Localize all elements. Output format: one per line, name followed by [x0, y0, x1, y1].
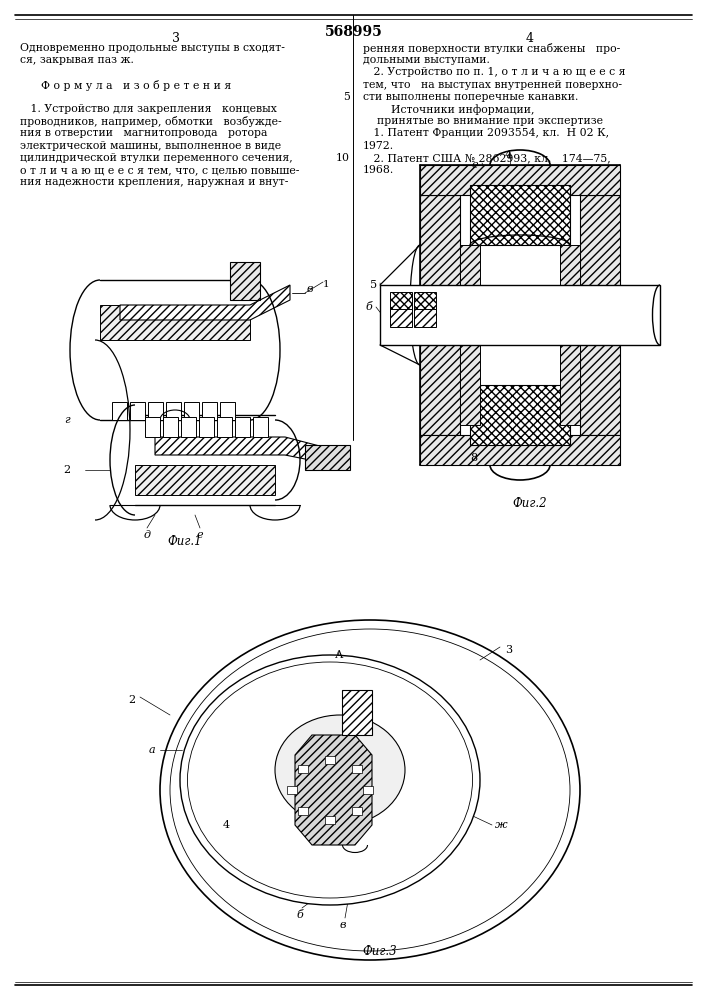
Polygon shape: [100, 305, 250, 340]
Text: дольными выступами.: дольными выступами.: [363, 55, 490, 65]
Text: 5: 5: [370, 280, 377, 290]
Polygon shape: [560, 245, 580, 425]
Text: электрической машины, выполненное в виде: электрической машины, выполненное в виде: [20, 141, 281, 151]
Text: б: б: [366, 302, 372, 312]
Text: цилиндрической втулки переменного сечения,: цилиндрической втулки переменного сечени…: [20, 153, 293, 163]
Bar: [380, 285, 660, 345]
Text: Фиг.3: Фиг.3: [363, 945, 397, 958]
Polygon shape: [120, 285, 290, 320]
Text: б: б: [283, 447, 290, 457]
Text: Одновременно продольные выступы в сходят-: Одновременно продольные выступы в сходят…: [20, 43, 285, 53]
Text: принятые во внимание при экспертизе: принятые во внимание при экспертизе: [363, 116, 603, 126]
Polygon shape: [414, 309, 436, 327]
Text: б: б: [297, 910, 303, 920]
Bar: [363, 786, 373, 794]
Bar: [166, 402, 181, 420]
Text: в: в: [307, 284, 313, 294]
Text: ренняя поверхности втулки снабжены   про-: ренняя поверхности втулки снабжены про-: [363, 43, 620, 54]
Polygon shape: [414, 292, 436, 310]
Bar: [352, 765, 362, 773]
Text: ж: ж: [495, 820, 508, 830]
Bar: [148, 402, 163, 420]
Text: Ф о р м у л а   и з о б р е т е н и я: Ф о р м у л а и з о б р е т е н и я: [20, 80, 231, 91]
Polygon shape: [342, 690, 372, 735]
Bar: [217, 417, 232, 437]
Polygon shape: [420, 435, 620, 465]
Polygon shape: [295, 735, 372, 845]
Polygon shape: [580, 195, 620, 435]
Bar: [130, 402, 145, 420]
Bar: [199, 417, 214, 437]
Text: 4: 4: [505, 150, 512, 160]
Polygon shape: [420, 165, 620, 195]
Text: А: А: [505, 425, 513, 435]
Bar: [298, 765, 308, 773]
Text: ся, закрывая паз ж.: ся, закрывая паз ж.: [20, 55, 134, 65]
Text: ния надежности крепления, наружная и внут-: ния надежности крепления, наружная и вну…: [20, 177, 288, 187]
Text: 1968.: 1968.: [363, 165, 395, 175]
Bar: [235, 417, 250, 437]
Text: в: в: [340, 920, 346, 930]
Text: 4: 4: [526, 32, 534, 45]
Bar: [163, 417, 178, 437]
Text: 2: 2: [63, 465, 70, 475]
Bar: [325, 756, 335, 764]
Text: 1. Патент Франции 2093554, кл.  Н 02 К,: 1. Патент Франции 2093554, кл. Н 02 К,: [363, 128, 609, 138]
Bar: [184, 402, 199, 420]
Text: 5: 5: [343, 92, 350, 102]
Polygon shape: [305, 445, 350, 470]
Text: Фиг.1: Фиг.1: [168, 535, 202, 548]
Text: 3: 3: [505, 645, 512, 655]
Bar: [112, 402, 127, 420]
Bar: [325, 816, 335, 824]
Text: 7: 7: [625, 310, 632, 320]
Text: а: а: [148, 745, 155, 755]
Text: е: е: [472, 160, 479, 170]
Text: проводников, например, обмотки   возбужде-: проводников, например, обмотки возбужде-: [20, 116, 281, 127]
Polygon shape: [390, 309, 412, 327]
Text: 568995: 568995: [325, 25, 382, 39]
Text: 1. Устройство для закрепления   концевых: 1. Устройство для закрепления концевых: [20, 104, 277, 114]
Bar: [202, 402, 217, 420]
Polygon shape: [460, 245, 480, 425]
Bar: [220, 402, 235, 420]
Polygon shape: [470, 185, 570, 245]
Polygon shape: [230, 262, 260, 300]
Ellipse shape: [275, 715, 405, 825]
Bar: [352, 807, 362, 815]
Text: 2. Патент США № 2862993, кл.   174—75,: 2. Патент США № 2862993, кл. 174—75,: [363, 153, 611, 163]
Text: е: е: [197, 530, 204, 540]
Text: ния в отверстии   магнитопровода   ротора: ния в отверстии магнитопровода ротора: [20, 128, 267, 138]
Polygon shape: [390, 292, 412, 310]
Text: Фиг.2: Фиг.2: [513, 497, 547, 510]
Text: Источники информации,: Источники информации,: [363, 104, 534, 115]
Text: 10: 10: [336, 153, 350, 163]
Text: А: А: [335, 650, 344, 660]
Polygon shape: [155, 437, 335, 465]
Text: 8: 8: [470, 453, 477, 463]
Text: 3: 3: [172, 32, 180, 45]
Bar: [298, 807, 308, 815]
Ellipse shape: [180, 655, 480, 905]
Polygon shape: [135, 465, 275, 495]
Text: д: д: [144, 530, 151, 540]
Text: 1: 1: [480, 438, 487, 448]
Text: г: г: [64, 415, 70, 425]
Text: 1972.: 1972.: [363, 141, 394, 151]
Text: 1: 1: [323, 280, 329, 289]
Text: тем, что   на выступах внутренней поверхно-: тем, что на выступах внутренней поверхно…: [363, 80, 622, 90]
Polygon shape: [420, 195, 460, 435]
Text: о т л и ч а ю щ е е с я тем, что, с целью повыше-: о т л и ч а ю щ е е с я тем, что, с цель…: [20, 165, 299, 175]
Text: 2: 2: [128, 695, 135, 705]
Polygon shape: [470, 385, 570, 445]
Text: 4: 4: [223, 820, 230, 830]
Bar: [287, 786, 297, 794]
Bar: [181, 417, 196, 437]
Ellipse shape: [160, 620, 580, 960]
Text: сти выполнены поперечные канавки.: сти выполнены поперечные канавки.: [363, 92, 578, 102]
Text: 2. Устройство по п. 1, о т л и ч а ю щ е е с я: 2. Устройство по п. 1, о т л и ч а ю щ е…: [363, 67, 626, 77]
Bar: [253, 417, 268, 437]
Bar: [145, 417, 160, 437]
